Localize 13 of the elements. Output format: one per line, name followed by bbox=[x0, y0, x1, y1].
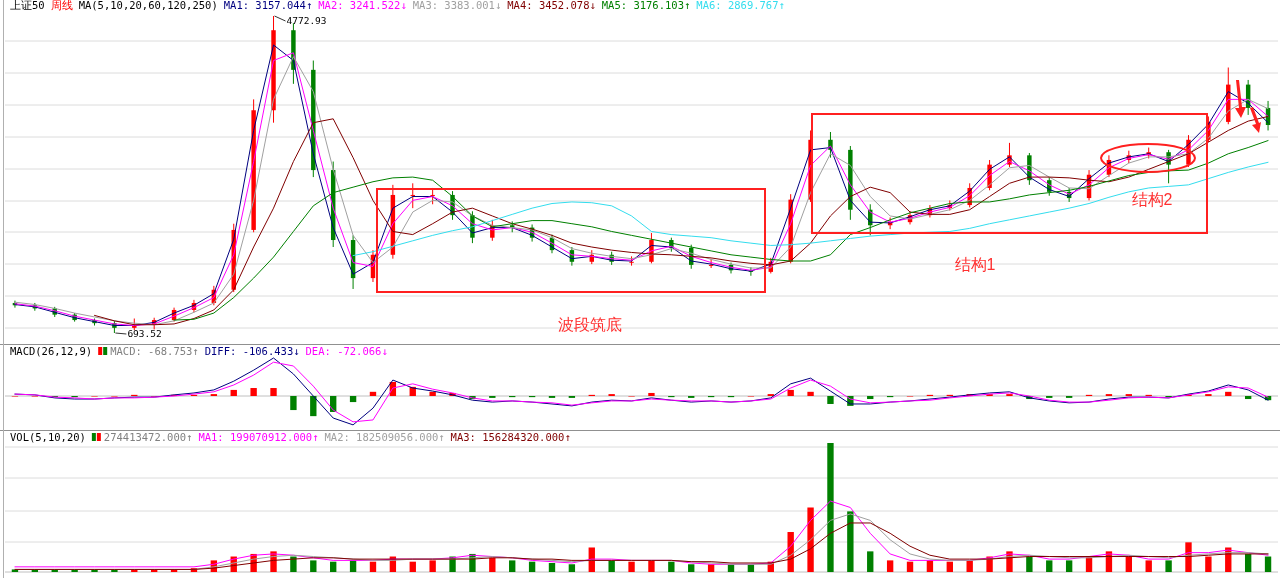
annotation: 4772.93 bbox=[286, 15, 327, 26]
annotation: 结构2 bbox=[1131, 191, 1173, 208]
legend: 上证50 周线 MA(5,10,20,60,120,250) MA1: 3157.044↑ MA2: 3241.522↓ MA3: 3383.001↓ MA4: 3452.078↓ MA5: 3176.103↑ MA6: 2869.767↑ bbox=[10, 0, 785, 11]
annotation: 结构1 bbox=[954, 256, 996, 273]
series-label: DIFF: -106.433↓ bbox=[204, 345, 300, 357]
series-label: DEA: -72.066↓ bbox=[305, 345, 388, 357]
chart-title: MACD(26,12,9) bbox=[10, 345, 93, 357]
legend: VOL(5,10,20) 274413472.000↑ MA1: 199070912.000↑ MA2: 182509056.000↑ MA3: 156284320.000↑ bbox=[10, 431, 571, 443]
annotation: 693.52 bbox=[127, 328, 162, 339]
chart-title: VOL(5,10,20) bbox=[10, 431, 86, 443]
legend-label: MACD: -68.753↑ bbox=[110, 345, 199, 357]
legend-label: 274413472.000↑ bbox=[103, 431, 193, 443]
annotation: 波段筑底 bbox=[558, 316, 622, 333]
